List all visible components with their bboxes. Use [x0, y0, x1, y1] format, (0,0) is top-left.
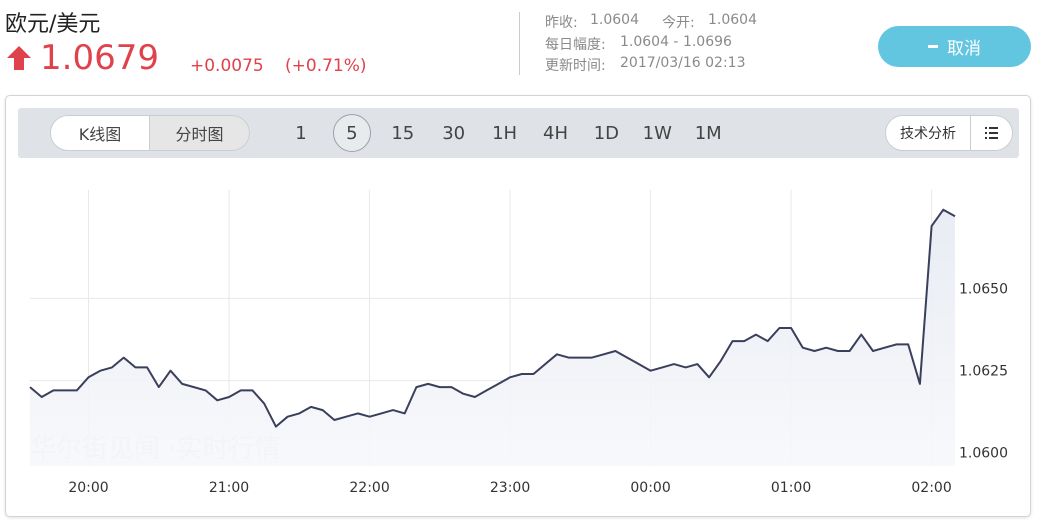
x-tick-label: 00:00 [630, 480, 670, 496]
change-percent: (+0.71%) [285, 56, 367, 76]
stat-value: 1.0604 [590, 12, 639, 28]
stat-value: 1.0604 [708, 12, 757, 28]
x-tick-label: 01:00 [771, 480, 811, 496]
price: 1.0679 [40, 38, 159, 78]
x-tick-label: 21:00 [209, 480, 249, 496]
x-tick-label: 23:00 [490, 480, 530, 496]
analysis-button[interactable]: 技术分析 [885, 115, 971, 151]
minus-icon [928, 45, 938, 48]
tab[interactable]: 分时图 [150, 115, 250, 151]
period-button[interactable]: 30 [442, 122, 466, 144]
stat-label: 昨收: [545, 15, 578, 31]
update-time: 2017/03/16 02:13 [620, 55, 746, 71]
divider [519, 12, 520, 75]
cancel-button[interactable]: 取消 [878, 26, 1031, 67]
period-button[interactable]: 15 [391, 122, 415, 144]
period-button[interactable]: 1 [295, 122, 307, 144]
range-label: 每日幅度: [545, 37, 606, 53]
x-tick-label: 22:00 [349, 480, 389, 496]
pair-title: 欧元/美元 [5, 12, 101, 37]
price-line [29, 208, 956, 428]
y-tick-label: 1.0625 [959, 364, 1008, 380]
x-tick-label: 20:00 [68, 480, 108, 496]
period-button[interactable]: 1W [642, 122, 672, 144]
period-button[interactable]: 1H [492, 122, 518, 144]
stat-label: 今开: [662, 15, 695, 31]
period-button[interactable]: 4H [543, 122, 568, 144]
list-icon [985, 127, 998, 139]
cancel-label: 取消 [947, 39, 981, 59]
update-label: 更新时间: [545, 58, 606, 74]
up-arrow-icon [7, 46, 31, 70]
range-value: 1.0604 - 1.0696 [620, 34, 732, 50]
x-tick-label: 02:00 [911, 480, 951, 496]
period-button[interactable]: 5 [332, 114, 371, 152]
y-tick-label: 1.0650 [959, 281, 1008, 297]
y-tick-label: 1.0600 [959, 446, 1008, 462]
tab[interactable]: K线图 [50, 115, 150, 151]
period-button[interactable]: 1D [593, 122, 620, 144]
menu-button[interactable] [971, 115, 1013, 151]
change: +0.0075 [190, 56, 264, 76]
area-fill [30, 209, 955, 466]
period-button[interactable]: 1M [694, 122, 722, 144]
